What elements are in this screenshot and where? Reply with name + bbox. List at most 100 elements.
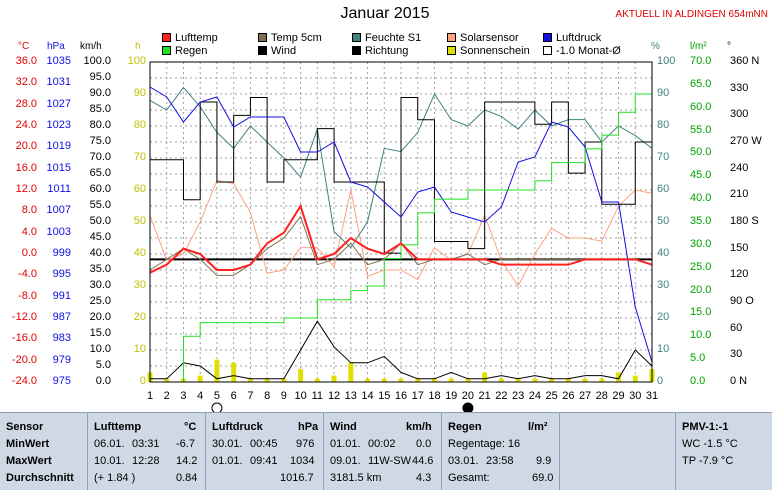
axis-tick-label: 30 [133, 279, 146, 291]
lufttemp-avg-diff: (+ 1.84 ) [94, 472, 136, 484]
axis-tick-label: 30 [657, 279, 670, 291]
lufttemp-max-time: 12:28 [132, 455, 160, 467]
sensor-header: Sensor [6, 421, 44, 433]
x-tick-label: 25 [545, 390, 557, 402]
axis-tick-label: -4.0 [18, 268, 37, 281]
lufttemp-min-time: 03:31 [132, 438, 160, 450]
row-label: MinWert [6, 438, 50, 450]
axis-tick-label: 75.0 [89, 135, 111, 147]
regen-total-label: Gesamt: [448, 472, 490, 484]
lufttemp-header: Lufttemp [94, 421, 142, 433]
luftdruck-header: Luftdruck [212, 421, 263, 433]
legend-label: Sonnenschein [460, 45, 530, 57]
axis-tick-label: 15.0 [89, 327, 111, 339]
legend-swatch [352, 46, 361, 55]
windchill-value: WC -1.5 °C [682, 438, 738, 450]
x-tick-label: 9 [281, 390, 287, 402]
legend-label: Richtung [365, 45, 409, 57]
sunshine-bar [582, 378, 588, 382]
legend-label: Luftdruck [556, 32, 602, 44]
x-tick-label: 15 [378, 390, 390, 402]
x-tick-label: 7 [247, 390, 253, 402]
axis-tick-label: 360 N [730, 55, 760, 67]
axis-tick-label: 80.0 [89, 119, 111, 131]
axis-tick-label: 35.0 [690, 215, 712, 227]
sunshine-bar [247, 378, 253, 382]
chart-title: Januar 2015 [340, 5, 430, 22]
legend-swatch [447, 46, 456, 55]
sunshine-bar [448, 378, 454, 382]
regen-max-value: 9.9 [536, 455, 552, 467]
luftdruck-min-value: 976 [296, 438, 315, 450]
axis-tick-label: 10 [657, 343, 670, 355]
x-tick-label: 26 [562, 390, 574, 402]
series-line-luftdruck [149, 86, 653, 363]
axis-tick-label: 25.0 [690, 260, 712, 273]
x-tick-label: 6 [231, 390, 237, 402]
wind-column: Wind km/h 01.01. 00:02 0.0 09.01. 11W-SW… [324, 413, 442, 490]
sunshine-bar [549, 378, 555, 382]
axis-tick-label: -20.0 [11, 353, 37, 366]
axis-tick-label: 983 [52, 332, 71, 345]
axis-tick-label: 1007 [46, 204, 71, 217]
plot-border [149, 61, 653, 383]
axis-tick-label: 60 [657, 183, 670, 195]
luftdruck-avg-value: 1016.7 [280, 472, 314, 484]
axis-tick-label: 40 [133, 247, 146, 259]
sunshine-bar [381, 378, 387, 382]
legend-swatch [543, 46, 552, 55]
lufttemp-unit: °C [184, 421, 197, 433]
series-line-lufttemp [149, 203, 653, 274]
axis-tick-label: 100.0 [83, 55, 111, 67]
sunshine-bar [331, 375, 337, 382]
axis-tick-label: 30.0 [89, 279, 111, 291]
axis-tick-label: 40.0 [89, 247, 111, 259]
axis-tick-label: 5.0 [95, 359, 111, 371]
luftdruck-unit: hPa [298, 421, 319, 433]
axis-tick-label: 60.0 [690, 100, 712, 113]
axis-tick-label: 20.0 [15, 140, 37, 153]
wind-avg-value: 4.3 [416, 472, 432, 484]
wind-min-value: 0.0 [416, 438, 432, 450]
sunshine-bar [532, 378, 538, 382]
axis-tick-label: 28.0 [15, 97, 37, 110]
wind-unit: km/h [406, 421, 432, 433]
axis-tick-label: 36.0 [15, 55, 37, 67]
axis-tick-label: 1031 [46, 76, 71, 89]
percent-unit-label: % [651, 41, 660, 52]
axis-tick-label: 90 O [730, 295, 754, 307]
sunshine-bar [465, 378, 471, 382]
wind-unit-label: km/h [80, 41, 102, 52]
lufttemp-max-value: 14.2 [176, 455, 198, 467]
axis-tick-label: 24.0 [15, 119, 37, 131]
sunshine-bar [398, 378, 404, 382]
sunshine-bar [281, 378, 287, 382]
sunshine-bar [365, 378, 371, 382]
x-tick-label: 5 [214, 390, 220, 402]
regen-header: Regen [448, 421, 482, 433]
series-line-wind [150, 320, 653, 380]
weather-chart: 1 2 3 4 5 6 7 8 9 10 11 12 13 14 15 16 17 18 19 20 21 22 23 24 2… [147, 61, 658, 412]
legend-swatch [352, 33, 361, 42]
axis-tick-label: 20 [133, 311, 146, 323]
rain-unit-label: l/m² [690, 41, 707, 52]
sunshine-bar [164, 378, 170, 382]
x-tick-label: 10 [294, 390, 306, 402]
regen-days: Regentage: 16 [448, 438, 521, 450]
axis-tick-label: 10.0 [690, 329, 712, 342]
axis-tick-label: 50 [657, 215, 670, 227]
x-tick-label: 16 [395, 390, 407, 402]
axis-tick-label: 30 [730, 348, 743, 361]
x-tick-label: 14 [361, 390, 373, 402]
axis-tick-label: 90 [133, 87, 146, 99]
axis-tick-label: 999 [52, 247, 71, 259]
sunshine-bar [264, 378, 270, 382]
legend-label: Temp 5cm [271, 32, 322, 44]
moon-phase-icon [211, 402, 223, 412]
axis-tick-label: 60.0 [89, 183, 111, 195]
axis-tick-label: -12.0 [11, 311, 37, 323]
regen-max-date: 03.01. [448, 455, 479, 467]
axis-tick-label: 90.0 [89, 87, 111, 99]
axis-tick-label: 1015 [46, 161, 71, 174]
sunshine-bar [632, 375, 638, 382]
